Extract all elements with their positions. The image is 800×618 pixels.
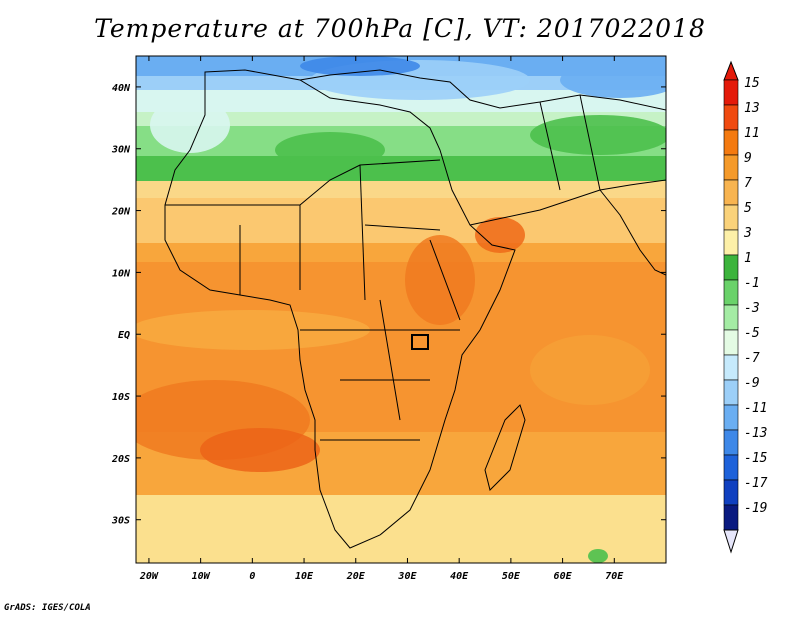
country-border (359, 164, 366, 301)
country-border (539, 101, 561, 191)
temperature-blob (530, 115, 666, 155)
lat-tick-label: 10N (112, 268, 131, 279)
lat-tick-label: 10S (112, 392, 130, 403)
colorbar-label: -7 (744, 351, 760, 366)
colorbar-swatch (723, 154, 739, 181)
colorbar-swatch (723, 404, 739, 431)
india-coastline (599, 189, 666, 276)
temperature-blob (150, 97, 230, 153)
colorbar-swatch (723, 79, 739, 106)
colorbar-label: 3 (743, 226, 752, 241)
colorbar-swatch (723, 279, 739, 306)
colorbar-label: -11 (744, 401, 767, 416)
axis-ticks: 20W 10W 0 10E 20E 30E 40E 50E 60E 70E 40N 30N 20N 10N… (111, 56, 666, 582)
lon-tick-label: 60E (554, 571, 573, 582)
country-border (364, 224, 441, 231)
colorbar-label: -17 (744, 476, 768, 491)
colorbar-swatch (723, 504, 739, 531)
colorbar-swatch (723, 104, 739, 131)
temperature-blob (275, 132, 385, 168)
colorbar-label: 1 (744, 251, 752, 266)
lon-tick-label: 10W (192, 571, 211, 582)
lon-tick-label: 0 (249, 571, 255, 582)
colorbar-swatch (723, 329, 739, 356)
lon-tick-label: 20E (346, 571, 366, 582)
lon-tick-label: 50E (502, 571, 521, 582)
lat-tick-label: 20N (111, 207, 131, 218)
colorbar-swatch (723, 354, 739, 381)
colorbar-label: 11 (744, 126, 760, 141)
lon-tick-label: 70E (605, 571, 624, 582)
colorbar-label: 9 (744, 151, 752, 166)
colorbar-label: -9 (744, 376, 760, 391)
temperature-blob (405, 235, 475, 325)
temperature-blob (530, 335, 650, 405)
temperature-band (136, 176, 666, 198)
country-border (579, 94, 601, 191)
colorbar-swatch (723, 129, 739, 156)
madagascar-coastline (484, 404, 526, 491)
temperature-blob (136, 310, 370, 350)
colorbar-label: 7 (744, 176, 752, 191)
colorbar-swatch (723, 179, 739, 206)
colorbar-bottom-arrow (723, 529, 739, 554)
lat-tick-label: EQ (118, 330, 130, 341)
colorbar-label: -13 (744, 426, 767, 441)
colorbar-swatch (723, 204, 739, 231)
country-border (165, 159, 441, 206)
colorbar-swatch (723, 479, 739, 506)
temperature-blob (560, 62, 666, 98)
colorbar-swatch (723, 379, 739, 406)
temperature-blob (300, 56, 420, 76)
temperature-blob (475, 217, 525, 253)
map-frame (135, 55, 667, 564)
temperature-blob (588, 549, 608, 563)
colorbar-label: -1 (744, 276, 760, 291)
lon-tick-label: 10E (295, 571, 314, 582)
africa-coastline (164, 69, 516, 549)
colorbar-label: -5 (744, 326, 760, 341)
colorbar-label: -19 (744, 501, 767, 516)
colorbar-label: 13 (744, 101, 760, 116)
colorbar: 15 13 11 9 7 5 3 1 -1 -3 -5 -7 -9 -11 -13 -15 -17 -19 (723, 60, 768, 554)
colorbar-swatch (723, 229, 739, 256)
grads-credit: GrADS: IGES/COLA (4, 603, 91, 613)
colorbar-label: 5 (744, 201, 752, 216)
coastlines (164, 69, 666, 549)
lon-tick-label: 20W (139, 571, 159, 582)
colorbar-label: -15 (744, 451, 768, 466)
colorbar-label: -3 (744, 301, 760, 316)
country-border (429, 239, 461, 321)
lat-tick-label: 40N (112, 83, 131, 94)
colorbar-top-arrow (723, 60, 739, 81)
temperature-blob (200, 428, 320, 472)
lake-victoria (411, 334, 429, 350)
lat-tick-label: 20S (111, 454, 130, 465)
mediterranean-coastline (299, 69, 666, 111)
colorbar-swatch (723, 429, 739, 456)
lat-tick-label: 30N (111, 145, 131, 156)
colorbar-swatch (723, 304, 739, 331)
lon-tick-label: 40E (450, 571, 469, 582)
colorbar-label: 15 (744, 76, 760, 91)
country-border (379, 299, 401, 421)
lat-tick-label: 30S (111, 516, 130, 527)
colorbar-swatch (723, 254, 739, 281)
temperature-field (136, 56, 666, 563)
lon-tick-label: 30E (397, 571, 417, 582)
chart-title: Temperature at 700hPa [C], VT: 201702201… (94, 14, 706, 43)
colorbar-swatch (723, 454, 739, 481)
